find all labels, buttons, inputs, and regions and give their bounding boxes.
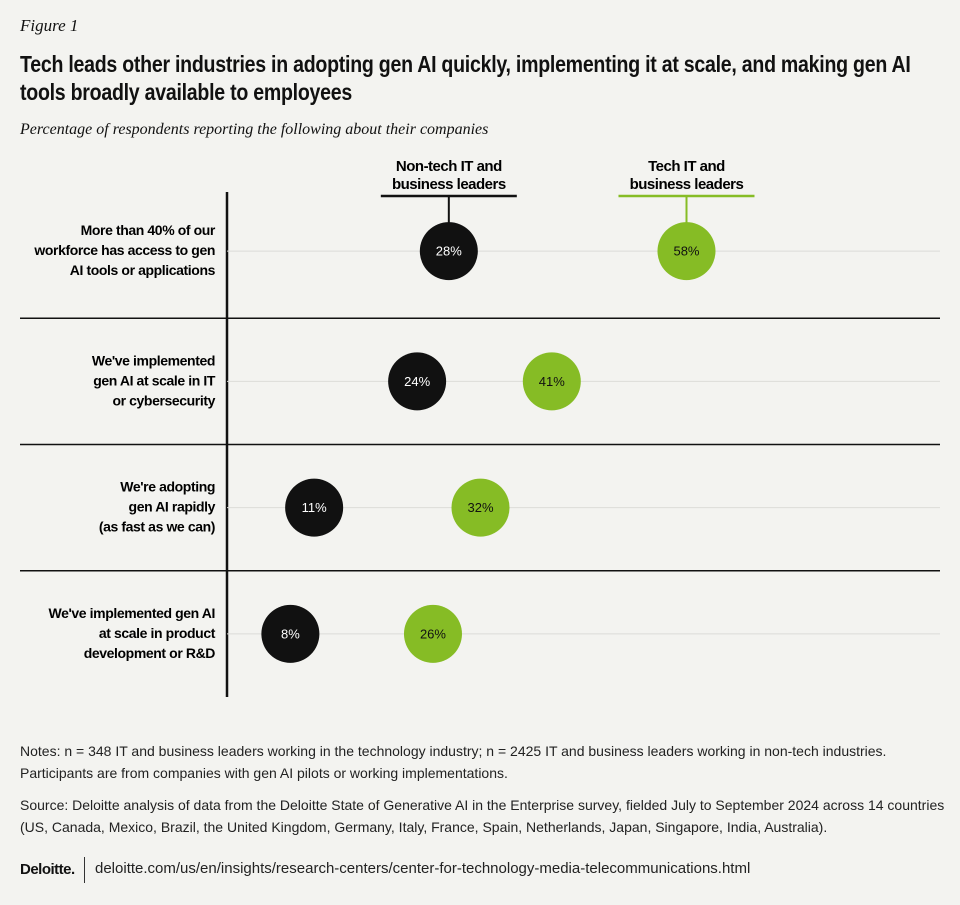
data-label: 24% (404, 374, 430, 389)
url: deloitte.com/us/en/insights/research-cen… (95, 860, 751, 877)
figure-label: Figure 1 (20, 16, 79, 35)
notes: Notes: n = 348 IT and business leaders w… (20, 743, 887, 781)
category-label: We're adopting gen AI rapidly (as fast as … (99, 478, 216, 534)
dot (451, 478, 510, 537)
data-label: 26% (420, 626, 446, 641)
data-label: 28% (436, 244, 462, 259)
dot (657, 222, 716, 281)
divider (84, 857, 85, 883)
chart-title: Tech leads other industries in adopting … (20, 51, 911, 105)
legend-label: Non-tech IT and business leaders (392, 158, 506, 193)
dot (261, 604, 320, 663)
dot (419, 222, 478, 281)
logo: Deloitte. (20, 861, 75, 878)
category-label: We've implemented gen AI at scale in IT or… (92, 352, 216, 408)
data-label: 8% (281, 626, 300, 641)
category-label: We've implemented gen AI at scale in prod… (49, 605, 216, 661)
dot (285, 478, 344, 537)
chart-subtitle: Percentage of respondents reporting the … (20, 121, 489, 138)
data-label: 41% (539, 374, 565, 389)
source: Source: Deloitte analysis of data from t… (20, 797, 945, 835)
legend-label: Tech IT and business leaders (630, 158, 744, 193)
dot (388, 352, 447, 411)
dot (403, 604, 462, 663)
category-label: More than 40% of our workforce has access… (33, 222, 216, 278)
data-label: 58% (673, 244, 699, 259)
dot (522, 352, 581, 411)
data-label: 11% (302, 500, 327, 515)
data-label: 32% (467, 500, 493, 515)
